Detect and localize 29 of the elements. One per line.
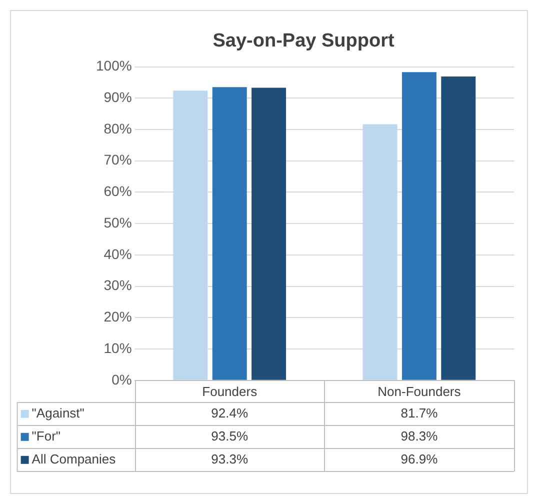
legend-label: "Against" [32,405,85,420]
bar [362,124,398,380]
legend-label: "For" [32,428,61,444]
data-label: 96.9% [400,451,438,466]
y-tick-label: 70% [104,152,132,168]
y-tick-label: 30% [104,277,132,294]
bar [252,88,286,380]
legend-label: All Companies [32,451,116,466]
y-tick-label: 50% [104,214,132,230]
bar [441,76,476,380]
y-tick-label: 100% [96,58,132,74]
data-label: 81.7% [400,405,438,420]
x-tick-label: Non-Founders [378,384,462,399]
chart-title: Say-on-Pay Support [212,30,395,52]
y-tick-label: 10% [104,340,132,356]
bar [173,90,208,380]
y-tick-label: 0% [112,371,132,388]
x-tick-label: Founders [202,384,258,399]
bar [402,72,436,380]
data-label: 92.4% [211,405,248,420]
data-label: 93.3% [211,451,248,466]
y-tick-label: 20% [104,308,132,325]
data-label: 93.5% [211,428,248,444]
y-tick-label: 80% [104,120,132,136]
y-tick-label: 90% [104,89,132,106]
data-label: 98.3% [400,428,438,444]
bar [212,87,247,380]
y-tick-label: 60% [104,183,132,200]
y-tick-label: 40% [104,246,132,262]
